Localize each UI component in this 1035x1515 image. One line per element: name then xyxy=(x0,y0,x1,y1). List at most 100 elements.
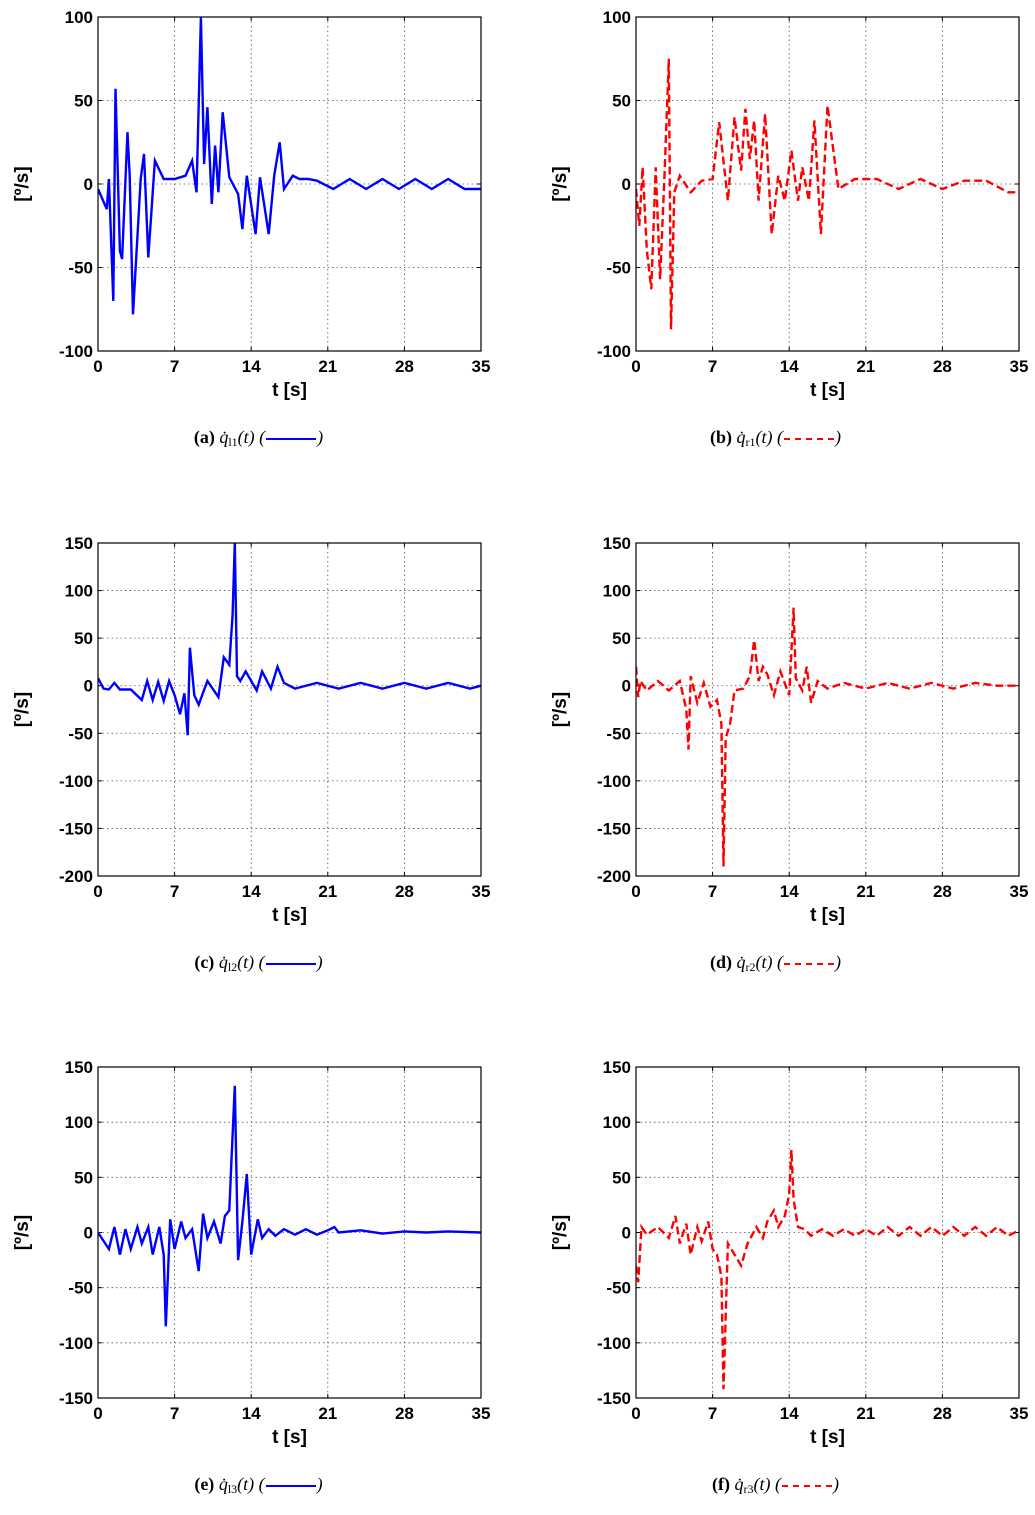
x-tick-label: 0 xyxy=(631,357,640,376)
x-tick-label: 14 xyxy=(242,882,261,901)
caption-c: (c) q̇l2(t) () xyxy=(0,952,517,975)
y-tick-label: -150 xyxy=(597,819,631,838)
chart-svg-f: 0 7 14 21 28 35 -150 -100 -50 0 50 100 150 t [s] [º/s] xyxy=(550,1058,1028,1448)
caption-subscript: r2 xyxy=(745,960,756,974)
y-tick-label: -150 xyxy=(59,1389,93,1408)
caption-subscript: l1 xyxy=(228,435,238,449)
y-tick-label: 100 xyxy=(603,1113,631,1132)
caption-args: (t) xyxy=(753,1474,771,1494)
x-tick-label: 28 xyxy=(395,882,414,901)
y-tick-label: 150 xyxy=(65,1058,93,1077)
y-tick-label: 150 xyxy=(603,1058,631,1077)
y-axis-label: [º/s] xyxy=(550,692,571,727)
y-tick-label: 50 xyxy=(612,92,631,111)
x-tick-label: 21 xyxy=(318,882,337,901)
y-tick-label: 100 xyxy=(65,1113,93,1132)
caption-args: (t) xyxy=(237,427,255,447)
legend-open-paren: ( xyxy=(258,952,265,972)
caption-f: (f) q̇r3(t) () xyxy=(517,1474,1034,1497)
series-line-d xyxy=(636,607,1019,867)
y-tick-label: -200 xyxy=(597,867,631,886)
chart-panel-c: 0 7 14 21 28 35 -200 -150 -100 -50 0 50 100 150 t [s] [… xyxy=(0,505,517,1010)
x-axis-label: t [s] xyxy=(272,380,307,401)
plot-area xyxy=(636,17,1019,351)
y-tick-label: -50 xyxy=(606,1279,631,1298)
axes-frame xyxy=(97,542,482,877)
y-tick-label: 100 xyxy=(65,8,93,27)
y-tick-label: 0 xyxy=(84,677,93,696)
y-tick-label: 50 xyxy=(612,1168,631,1187)
x-axis-label: t [s] xyxy=(810,1427,845,1448)
axes-frame xyxy=(635,542,1020,877)
caption-subscript: r1 xyxy=(745,435,756,449)
y-axis-label: [º/s] xyxy=(12,1215,33,1250)
axes-frame xyxy=(635,1066,1020,1399)
y-tick-label: -150 xyxy=(59,819,93,838)
caption-args: (t) xyxy=(755,952,773,972)
axes-frame xyxy=(97,1066,482,1399)
y-tick-label: -50 xyxy=(68,1279,93,1298)
x-tick-label: 21 xyxy=(856,1404,875,1423)
y-tick-label: -50 xyxy=(68,259,93,278)
caption-b: (b) q̇r1(t) () xyxy=(517,427,1034,450)
x-tick-label: 0 xyxy=(631,882,640,901)
x-tick-label: 0 xyxy=(93,1404,102,1423)
legend-open-paren: ( xyxy=(774,1474,781,1494)
x-tick-label: 14 xyxy=(780,1404,799,1423)
x-tick-label: 0 xyxy=(631,1404,640,1423)
caption-a: (a) q̇l1(t) () xyxy=(0,427,517,450)
x-axis-label: t [s] xyxy=(810,380,845,401)
x-tick-label: 35 xyxy=(1010,882,1029,901)
caption-d: (d) q̇r2(t) () xyxy=(517,952,1034,975)
caption-subscript: l3 xyxy=(227,1482,238,1496)
x-tick-label: 7 xyxy=(708,357,717,376)
y-axis-label: [º/s] xyxy=(550,166,571,201)
legend-line-sample xyxy=(781,1484,832,1487)
legend-open-paren: ( xyxy=(777,427,783,447)
x-axis-label: t [s] xyxy=(272,1427,307,1448)
caption-subscript: r3 xyxy=(743,1482,754,1496)
chart-svg-c: 0 7 14 21 28 35 -200 -150 -100 -50 0 50 100 150 t [s] [… xyxy=(12,534,491,926)
caption-args: (t) xyxy=(755,427,773,447)
x-tick-label: 35 xyxy=(472,1404,491,1423)
caption-symbol: q̇ xyxy=(218,1474,228,1494)
x-tick-label: 28 xyxy=(933,882,952,901)
series-line-e xyxy=(98,1085,481,1327)
legend-line-sample xyxy=(265,1484,316,1487)
x-tick-label: 7 xyxy=(708,882,717,901)
series-line-c xyxy=(98,543,481,736)
y-tick-label: -100 xyxy=(597,342,631,361)
caption-symbol: q̇ xyxy=(219,427,229,447)
x-axis-label: t [s] xyxy=(272,905,307,926)
y-tick-label: -50 xyxy=(606,259,631,278)
x-tick-label: 14 xyxy=(242,1404,261,1423)
y-tick-label: 0 xyxy=(84,175,93,194)
y-tick-label: -200 xyxy=(59,867,93,886)
legend-line-sample xyxy=(265,962,316,965)
caption-symbol: q̇ xyxy=(736,952,746,972)
plot-area xyxy=(98,543,481,876)
y-tick-label: -150 xyxy=(597,1389,631,1408)
chart-panel-a: 0 7 14 21 28 35 -100 -50 0 50 100 t [s] [º/s] (a) q̇l… xyxy=(0,0,517,505)
y-tick-label: 100 xyxy=(603,8,631,27)
x-tick-label: 7 xyxy=(708,1404,717,1423)
y-tick-label: 0 xyxy=(622,175,631,194)
x-tick-label: 35 xyxy=(472,882,491,901)
y-tick-label: 150 xyxy=(65,534,93,553)
x-tick-label: 28 xyxy=(395,1404,414,1423)
x-tick-label: 14 xyxy=(242,357,261,376)
y-tick-label: 100 xyxy=(65,582,93,601)
series-line-f xyxy=(636,1149,1019,1390)
caption-symbol: q̇ xyxy=(734,1474,744,1494)
y-tick-label: -100 xyxy=(597,1334,631,1353)
series-line-a xyxy=(98,17,481,315)
y-tick-label: -50 xyxy=(606,724,631,743)
legend-close-paren: ) xyxy=(317,427,324,447)
x-tick-label: 21 xyxy=(318,357,337,376)
y-tick-label: -100 xyxy=(59,342,93,361)
x-tick-label: 21 xyxy=(318,1404,337,1423)
caption-letter: (d) xyxy=(710,952,732,972)
caption-e: (e) q̇l3(t) () xyxy=(0,1474,517,1497)
y-tick-label: -100 xyxy=(59,1334,93,1353)
caption-symbol: q̇ xyxy=(218,952,228,972)
